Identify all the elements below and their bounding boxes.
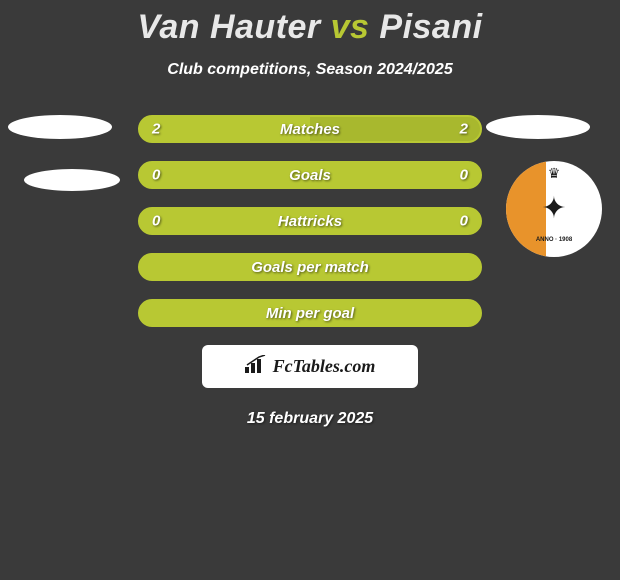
player2-badge-placeholder bbox=[486, 115, 590, 139]
subtitle: Club competitions, Season 2024/2025 bbox=[0, 61, 620, 79]
vs-text: vs bbox=[331, 8, 370, 46]
player1-name: Van Hauter bbox=[137, 8, 320, 46]
stat-label: Goals bbox=[289, 167, 331, 184]
chart-icon bbox=[245, 355, 267, 378]
crest-banner-text: ANNO · 1908 bbox=[536, 237, 572, 243]
stat-right-value: 0 bbox=[460, 213, 468, 230]
stat-label: Goals per match bbox=[251, 259, 369, 276]
stat-row-hattricks: 0 Hattricks 0 bbox=[138, 207, 482, 235]
crest-eagle-icon: ✦ bbox=[541, 194, 566, 224]
date-text: 15 february 2025 bbox=[0, 410, 620, 428]
player2-club-crest: ♛ ✦ ANNO · 1908 bbox=[506, 161, 602, 257]
player1-badge-placeholder-2 bbox=[24, 169, 120, 191]
source-logo-box: FcTables.com bbox=[202, 345, 418, 388]
stat-row-min-per-goal: Min per goal bbox=[138, 299, 482, 327]
stat-label: Min per goal bbox=[266, 305, 354, 322]
stat-row-goals-per-match: Goals per match bbox=[138, 253, 482, 281]
stat-right-value: 0 bbox=[460, 167, 468, 184]
crest-crown-icon: ♛ bbox=[548, 165, 561, 182]
stat-left-value: 0 bbox=[152, 213, 160, 230]
content-area: ♛ ✦ ANNO · 1908 2 Matches 2 0 Goals 0 0 … bbox=[0, 115, 620, 428]
comparison-title: Van Hauter vs Pisani bbox=[0, 0, 620, 47]
stat-label: Hattricks bbox=[278, 213, 342, 230]
stat-label: Matches bbox=[280, 121, 340, 138]
stat-left-value: 0 bbox=[152, 167, 160, 184]
stat-row-matches: 2 Matches 2 bbox=[138, 115, 482, 143]
stat-left-value: 2 bbox=[152, 121, 160, 138]
stat-rows: 2 Matches 2 0 Goals 0 0 Hattricks 0 Goal… bbox=[138, 115, 482, 327]
player2-name: Pisani bbox=[379, 8, 482, 46]
stat-right-value: 2 bbox=[460, 121, 468, 138]
source-logo-text: FcTables.com bbox=[273, 356, 376, 377]
stat-row-goals: 0 Goals 0 bbox=[138, 161, 482, 189]
player1-badge-placeholder bbox=[8, 115, 112, 139]
